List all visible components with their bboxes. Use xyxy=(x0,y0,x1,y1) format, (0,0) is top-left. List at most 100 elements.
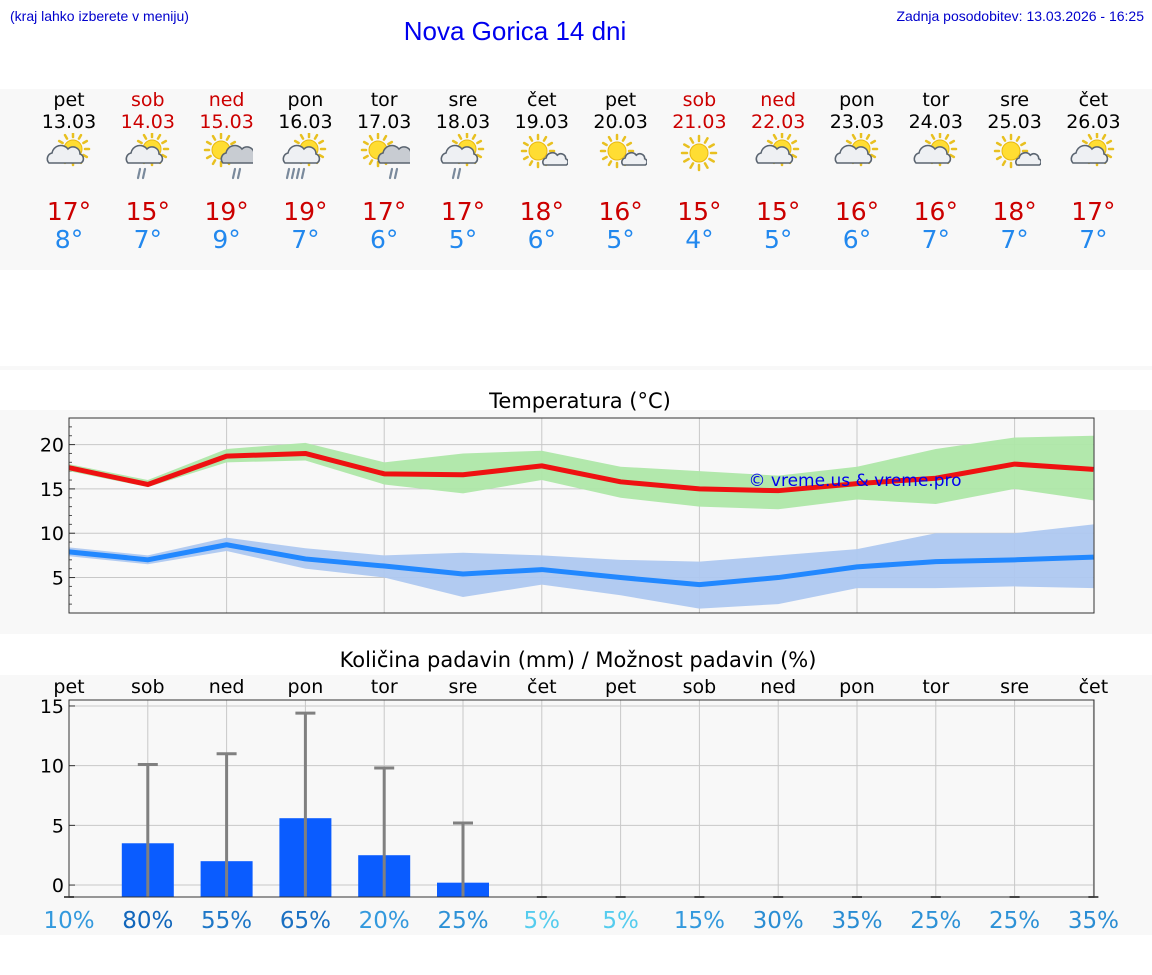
max-temperature: 15° xyxy=(756,197,801,226)
x-category-label: sob xyxy=(131,676,165,698)
precipitation-probability: 35% xyxy=(1068,908,1119,934)
location-hint: (kraj lahko izberete v meniju) xyxy=(10,8,189,24)
chart-title: Temperatura (°C) xyxy=(488,389,671,413)
precipitation-probability: 65% xyxy=(280,908,331,934)
x-category-label: pon xyxy=(288,676,324,698)
day-date: 26.03 xyxy=(1066,111,1121,133)
forecast-strip xyxy=(0,89,1152,270)
y-tick-label: 10 xyxy=(40,756,64,778)
min-temperature-line xyxy=(68,542,1094,588)
day-name: sob xyxy=(131,89,165,111)
sun-cloud-icon xyxy=(755,133,800,167)
max-temperature: 19° xyxy=(204,197,249,226)
sun-small-cloud-icon xyxy=(599,133,647,169)
precipitation-probability: 10% xyxy=(43,908,94,934)
sun-cloud-icon xyxy=(1070,133,1115,167)
sun-cloud-icon xyxy=(913,133,958,167)
sun-cloud-icon xyxy=(46,133,91,167)
y-tick-label: 10 xyxy=(40,523,64,545)
day-name: pon xyxy=(839,89,875,111)
day-date: 20.03 xyxy=(593,111,648,133)
min-temperature: 7° xyxy=(1079,225,1108,254)
day-name: sre xyxy=(1000,89,1030,111)
x-category-label: ned xyxy=(209,676,245,698)
max-temperature: 16° xyxy=(913,197,958,226)
x-category-label: sob xyxy=(683,676,717,698)
sun-cloud-rain-icon xyxy=(440,133,485,180)
min-temperature: 8° xyxy=(54,225,84,254)
day-date: 15.03 xyxy=(199,111,254,133)
day-date: 24.03 xyxy=(908,111,963,133)
min-temperature: 5° xyxy=(763,225,793,254)
day-name: sob xyxy=(682,89,717,111)
x-category-label: pet xyxy=(605,676,636,698)
day-date: 17.03 xyxy=(356,111,412,133)
day-name: čet xyxy=(527,89,557,111)
y-tick-label: 5 xyxy=(52,815,64,837)
precipitation-probability: 5% xyxy=(602,908,639,934)
day-date: 19.03 xyxy=(514,111,569,133)
min-temperature: 6° xyxy=(369,225,399,254)
precipitation-probability: 35% xyxy=(831,908,882,934)
precipitation-chart: Količina padavin (mm) / Možnost padavin … xyxy=(40,648,1119,934)
sun-darkcloud-rain-icon xyxy=(203,133,253,180)
day-name: pet xyxy=(53,89,85,111)
x-category-label: tor xyxy=(922,676,949,698)
sun-small-cloud-icon xyxy=(993,133,1041,169)
min-temperature: 4° xyxy=(685,225,714,254)
sun-cloud-rain-icon xyxy=(125,133,170,180)
day-date: 23.03 xyxy=(829,111,885,133)
max-temperature-line xyxy=(68,450,1094,494)
day-date: 13.03 xyxy=(41,111,97,133)
x-category-label: ned xyxy=(760,676,796,698)
max-temperature: 17° xyxy=(362,197,407,226)
day-name: tor xyxy=(922,89,950,111)
x-category-label: čet xyxy=(1079,676,1109,698)
max-temperature: 18° xyxy=(992,197,1037,226)
min-temperature: 6° xyxy=(842,225,872,254)
x-category-label: sre xyxy=(449,676,478,698)
x-category-label: tor xyxy=(371,676,398,698)
min-temperature: 6° xyxy=(527,225,556,254)
sun-darkcloud-rain-icon xyxy=(360,133,411,180)
page-title: Nova Gorica 14 dni xyxy=(403,16,627,46)
plot-frame xyxy=(68,699,1095,898)
max-temperature: 16° xyxy=(834,197,880,226)
day-name: tor xyxy=(370,89,398,111)
day-date: 14.03 xyxy=(120,111,175,133)
y-tick-label: 5 xyxy=(52,568,64,590)
x-category-label: čet xyxy=(527,676,557,698)
min-temperature: 7° xyxy=(133,225,162,254)
min-temperature: 5° xyxy=(606,225,635,254)
precipitation-probability: 80% xyxy=(122,908,173,934)
max-temperature: 16° xyxy=(598,197,643,226)
day-name: sre xyxy=(448,89,478,111)
day-date: 16.03 xyxy=(278,111,333,133)
max-temperature: 17° xyxy=(46,197,92,226)
precipitation-probability: 25% xyxy=(437,908,488,934)
sun-cloud-heavy-rain-icon xyxy=(282,133,327,180)
precipitation-probability: 5% xyxy=(524,908,561,934)
y-tick-label: 15 xyxy=(40,479,64,501)
day-name: pet xyxy=(604,89,637,111)
y-tick-label: 20 xyxy=(40,435,64,457)
min-temperature: 7° xyxy=(291,225,320,254)
min-temperature: 5° xyxy=(448,225,478,254)
min-temperature: 7° xyxy=(1000,225,1029,254)
max-temperature: 18° xyxy=(519,197,564,226)
day-name: čet xyxy=(1078,89,1109,111)
precipitation-probability: 20% xyxy=(359,908,410,934)
sun-cloud-icon xyxy=(834,133,879,167)
x-category-label: pet xyxy=(53,676,84,698)
chart-title: Količina padavin (mm) / Možnost padavin … xyxy=(340,648,817,672)
sun-icon xyxy=(681,134,718,172)
max-temperature: 15° xyxy=(677,197,722,226)
precipitation-probability: 25% xyxy=(910,908,961,934)
precipitation-probability: 30% xyxy=(753,908,804,934)
section-divider xyxy=(0,366,1152,370)
day-date: 25.03 xyxy=(987,111,1042,133)
plot-frame xyxy=(68,417,1095,614)
min-temperature: 7° xyxy=(921,225,950,254)
watermark: © vreme.us & vreme.pro xyxy=(748,471,961,491)
day-name: ned xyxy=(208,89,245,111)
